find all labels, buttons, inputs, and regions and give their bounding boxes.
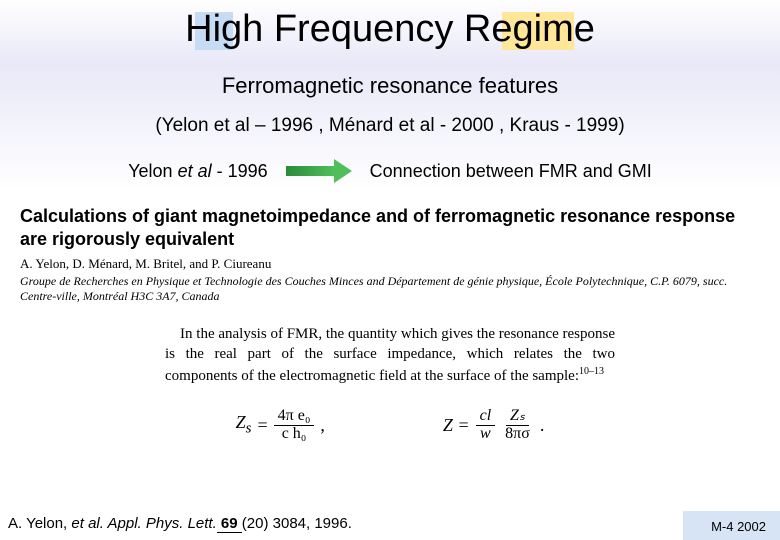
footer-citation: A. Yelon, et al. Appl. Phys. Lett. 69 (2… bbox=[8, 515, 352, 532]
slide-number: M-4 2002 bbox=[683, 511, 780, 540]
paper-affiliation: Groupe de Recherches en Physique et Tech… bbox=[20, 274, 760, 304]
paper-title: Calculations of giant magnetoimpedance a… bbox=[20, 205, 760, 250]
reference-line: (Yelon et al – 1996 , Ménard et al - 200… bbox=[0, 115, 780, 137]
reference-text: (Yelon et al – 1996 , Ménard et al - 200… bbox=[155, 115, 624, 136]
connection-line: Yelon et al - 1996 Connection between FM… bbox=[0, 159, 780, 183]
excerpt-refs: 10–13 bbox=[579, 366, 604, 377]
paper-citation-box: Calculations of giant magnetoimpedance a… bbox=[10, 197, 770, 310]
paper-excerpt: In the analysis of FMR, the quantity whi… bbox=[155, 318, 625, 392]
slide-title: High Frequency Regime bbox=[185, 8, 595, 51]
paper-authors: A. Yelon, D. Ménard, M. Britel, and P. C… bbox=[20, 256, 760, 272]
equation-1: Zs = 4π e₀ c h₀ , bbox=[222, 402, 339, 449]
equations-row: Zs = 4π e₀ c h₀ , Z = cl w Zₛ 8πσ . bbox=[0, 402, 780, 449]
arrow-icon bbox=[286, 159, 352, 183]
slide-subtitle: Ferromagnetic resonance features bbox=[0, 73, 780, 99]
connection-text: Connection between FMR and GMI bbox=[370, 161, 652, 182]
equation-2: Z = cl w Zₛ 8πσ . bbox=[429, 402, 558, 449]
yelon-ref: Yelon et al - 1996 bbox=[128, 161, 267, 182]
